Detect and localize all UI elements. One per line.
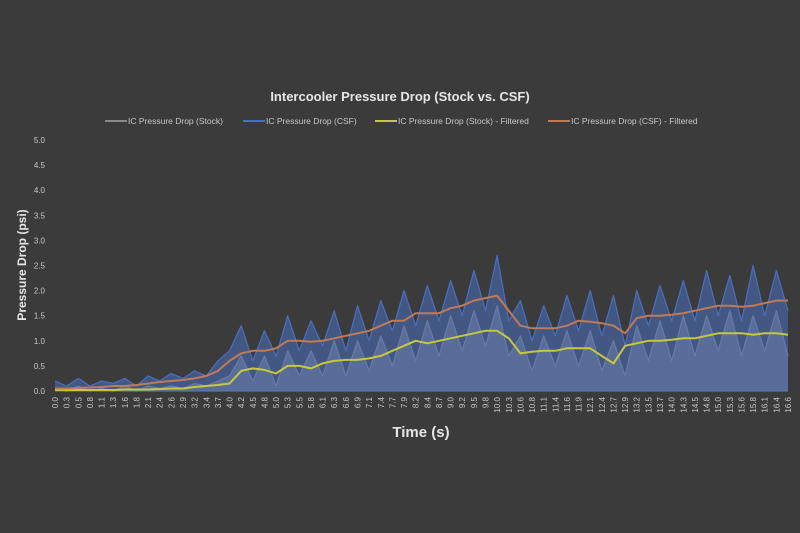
x-tick-label: 16.4	[772, 396, 781, 412]
y-tick-label: 5.0	[34, 136, 46, 145]
x-tick-label: 10.3	[505, 396, 514, 412]
x-tick-label: 9.5	[470, 396, 479, 408]
x-tick-label: 1.3	[109, 396, 118, 408]
x-axis: 0.0 0.3 0.5 0.8 1.1 1.3 1.6 1.8 2.1 2.4 2.6 2.9 3.2 3…	[51, 390, 793, 413]
x-tick-label: 5.3	[284, 396, 293, 408]
y-axis: 0.0 0.5 1.0 1.5 2.0 2.5 3.0 3.5 4.0 4.5 5.0	[34, 136, 46, 396]
legend-label: IC Pressure Drop (Stock) - Filtered	[398, 116, 529, 126]
legend-label: IC Pressure Drop (Stock)	[128, 116, 223, 126]
x-tick-label: 15.6	[737, 396, 746, 412]
x-tick-label: 9.2	[458, 396, 467, 408]
x-tick-label: 10.0	[493, 396, 502, 412]
y-tick-label: 1.5	[34, 312, 46, 321]
x-tick-label: 11.6	[563, 396, 572, 412]
x-tick-label: 7.1	[365, 396, 374, 408]
x-tick-label: 2.4	[156, 396, 165, 408]
x-tick-label: 2.9	[179, 396, 188, 408]
x-tick-label: 6.1	[319, 396, 328, 408]
x-tick-label: 5.5	[295, 396, 304, 408]
x-tick-label: 15.3	[726, 396, 735, 412]
x-tick-label: 0.0	[51, 396, 60, 408]
x-tick-label: 15.0	[714, 396, 723, 412]
x-tick-label: 1.6	[121, 396, 130, 408]
series-area-1	[55, 255, 788, 391]
x-tick-label: 0.8	[86, 396, 95, 408]
x-tick-label: 0.3	[63, 396, 72, 408]
x-tick-label: 16.1	[761, 396, 770, 412]
x-tick-label: 14.3	[679, 396, 688, 412]
x-tick-label: 4.0	[226, 396, 235, 408]
x-tick-label: 14.5	[691, 396, 700, 412]
x-tick-label: 1.8	[132, 396, 141, 408]
x-tick-label: 7.9	[400, 396, 409, 408]
x-tick-label: 10.8	[528, 396, 537, 412]
x-tick-label: 12.4	[598, 396, 607, 412]
x-tick-label: 8.7	[435, 396, 444, 408]
series-line-3	[55, 294, 788, 390]
x-tick-label: 4.2	[237, 396, 246, 408]
x-tick-label: 7.4	[377, 396, 386, 408]
x-tick-label: 7.7	[388, 396, 397, 408]
y-tick-label: 0.0	[34, 387, 46, 396]
y-tick-label: 4.5	[34, 161, 46, 170]
x-tick-label: 5.8	[307, 396, 316, 408]
x-tick-label: 13.7	[656, 396, 665, 412]
x-tick-label: 11.1	[540, 396, 549, 412]
x-tick-label: 4.8	[260, 396, 269, 408]
x-tick-label: 8.4	[423, 396, 432, 408]
x-tick-label: 11.9	[575, 396, 584, 412]
y-tick-label: 0.5	[34, 362, 46, 371]
x-tick-label: 15.8	[749, 396, 758, 412]
x-tick-label: 8.2	[412, 396, 421, 408]
x-tick-label: 5.0	[272, 396, 281, 408]
y-tick-label: 3.0	[34, 236, 46, 245]
series-line-2	[55, 329, 789, 391]
legend-label: IC Pressure Drop (CSF)	[266, 116, 357, 126]
x-tick-label: 3.7	[214, 396, 223, 408]
x-tick-label: 16.6	[784, 396, 793, 412]
x-tick-label: 0.5	[74, 396, 83, 408]
x-tick-label: 9.0	[447, 396, 456, 408]
legend: IC Pressure Drop (Stock) IC Pressure Drop…	[105, 116, 698, 126]
x-tick-label: 12.9	[621, 396, 630, 412]
x-tick-label: 6.3	[330, 396, 339, 408]
x-tick-label: 12.1	[586, 396, 595, 412]
x-tick-label: 6.6	[342, 396, 351, 408]
x-tick-label: 12.7	[609, 396, 618, 412]
x-tick-label: 14.8	[703, 396, 712, 412]
y-tick-label: 3.5	[34, 211, 46, 220]
x-tick-label: 13.5	[644, 396, 653, 412]
series-layer	[54, 254, 789, 392]
x-tick-label: 11.4	[551, 396, 560, 412]
x-tick-label: 2.1	[144, 396, 153, 408]
y-tick-label: 2.0	[34, 287, 46, 296]
y-tick-label: 4.0	[34, 186, 46, 195]
chart-title: Intercooler Pressure Drop (Stock vs. CSF…	[270, 89, 529, 104]
x-tick-label: 6.9	[354, 396, 363, 408]
x-tick-label: 13.2	[633, 396, 642, 412]
y-tick-label: 1.0	[34, 337, 46, 346]
x-tick-label: 10.6	[516, 396, 525, 412]
legend-label: IC Pressure Drop (CSF) - Filtered	[571, 116, 698, 126]
x-tick-label: 14.0	[668, 396, 677, 412]
x-tick-label: 3.2	[191, 396, 200, 408]
y-axis-title: Pressure Drop (psi)	[15, 209, 29, 320]
y-tick-label: 2.5	[34, 262, 46, 271]
x-tick-label: 3.4	[202, 396, 211, 408]
x-axis-title: Time (s)	[392, 424, 449, 441]
x-tick-label: 9.8	[481, 396, 490, 408]
series-line-1	[54, 254, 789, 387]
x-tick-label: 1.1	[98, 396, 107, 408]
x-tick-label: 4.5	[249, 396, 258, 408]
x-tick-label: 2.6	[167, 396, 176, 408]
